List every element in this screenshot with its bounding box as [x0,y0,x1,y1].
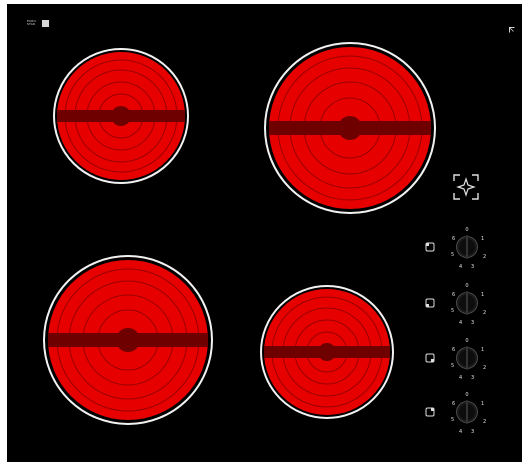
zone-indicator-front-left-icon [425,298,435,308]
knob-3-scale-2: 2 [483,365,486,371]
zone-rear-left [53,48,189,184]
corner-arrow-icon [509,18,515,37]
knob-row-4: 0 1 2 3 4 5 6 [425,392,497,435]
zone-front-left-graphic [43,255,213,425]
zone-rear-right-graphic [264,42,436,214]
knob-3-scale-3: 3 [471,375,474,380]
ceramic-hob: EURO STAR [7,4,522,462]
knob-4-scale-4: 4 [459,429,462,434]
knob-4-scale-3: 3 [471,429,474,434]
knob-1-scale-2: 2 [483,254,486,260]
knob-1-scale-4: 4 [459,264,462,269]
knob-4-scale-1: 1 [481,401,484,407]
zone-front-right-graphic [260,285,394,419]
knob-1-scale-3: 3 [471,264,474,269]
zone-rear-left-graphic [53,48,189,184]
zone-indicator-front-right-icon [425,353,435,363]
knob-4-scale-5: 5 [451,417,454,423]
knob-2-scale-4: 4 [459,320,462,325]
knob-2-scale-1: 1 [481,292,484,298]
zone-indicator-rear-right-icon [425,407,435,417]
zone-rear-right [264,42,436,214]
control-knob-1[interactable] [456,235,478,259]
knob-3-scale-5: 5 [451,363,454,369]
knob-4-scale-0: 0 [465,392,468,398]
knob-4-scale-2: 2 [483,419,486,425]
knob-row-3: 0 1 2 3 4 5 6 [425,338,497,381]
brand-logo-text: EURO STAR [27,19,36,26]
zone-front-left [43,255,213,425]
knob-2-scale-5: 5 [451,308,454,314]
knob-2-scale-2: 2 [483,310,486,316]
knob-2-scale-3: 3 [471,320,474,325]
knob-1-scale-5: 5 [451,252,454,258]
knob-row-1: 0 1 2 3 4 5 6 [425,227,497,270]
knob-row-2: 0 1 2 3 4 5 6 [425,283,497,326]
sparkle-touch-icon[interactable] [452,173,480,205]
knob-3-scale-1: 1 [481,347,484,353]
knob-1-scale-6: 6 [452,236,455,242]
knob-3-scale-4: 4 [459,375,462,380]
knob-1-scale-1: 1 [481,236,484,242]
brand-square-icon [42,19,49,27]
control-knob-3[interactable] [456,346,478,370]
knob-2-scale-6: 6 [452,292,455,298]
zone-front-right [260,285,394,419]
control-knob-2[interactable] [456,291,478,315]
zone-indicator-rear-left-icon [425,242,435,252]
control-knob-4[interactable] [456,400,478,424]
knob-3-scale-6: 6 [452,347,455,353]
brand-logo: EURO STAR [27,17,51,29]
knob-2-scale-0: 0 [465,283,468,289]
knob-3-scale-0: 0 [465,338,468,344]
knob-4-scale-6: 6 [452,401,455,407]
knob-1-scale-0: 0 [465,227,468,233]
